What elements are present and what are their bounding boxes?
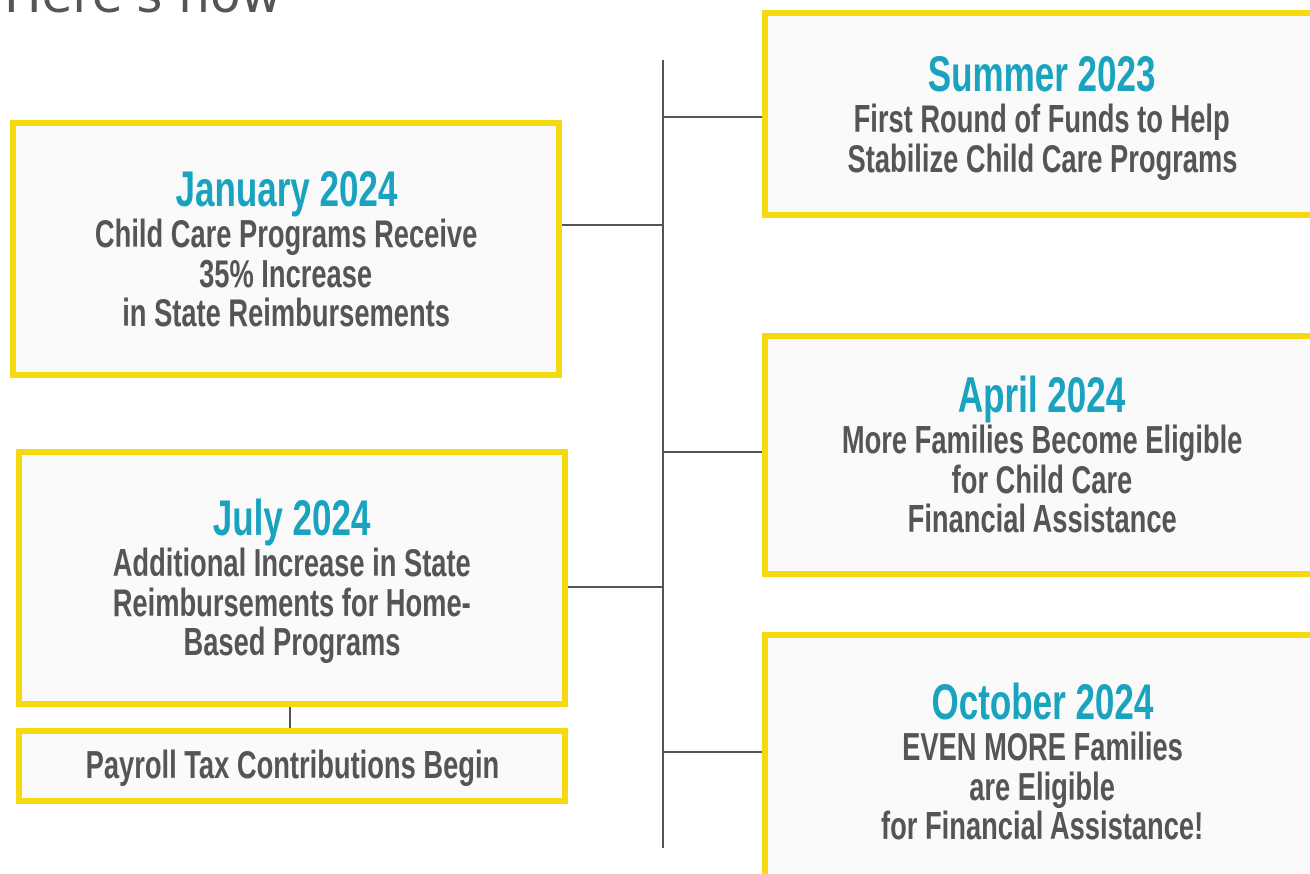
- event-text: in State Reimbursements: [122, 292, 450, 336]
- event-text: for Child Care: [951, 458, 1133, 502]
- title: Here's how: [4, 0, 281, 24]
- connector: [663, 116, 763, 118]
- event-date: January 2024: [175, 160, 397, 217]
- event-box: Summer 2023 First Round of Funds to Help S…: [762, 10, 1310, 218]
- event-date: April 2024: [958, 366, 1126, 423]
- event-box: January 2024 Child Care Programs Receive 3…: [10, 120, 562, 378]
- note-box: Payroll Tax Contributions Begin: [16, 728, 568, 804]
- event-text: Additional Increase in State: [112, 541, 472, 585]
- event-text: EVEN MORE Families: [901, 725, 1183, 769]
- event-text: are Eligible: [969, 765, 1115, 809]
- event-box: July 2024 Additional Increase in State Rei…: [16, 449, 568, 707]
- event-text: First Round of Funds to Help: [853, 97, 1231, 141]
- event-text: More Families Become Eligible: [841, 418, 1243, 462]
- connector: [560, 224, 663, 226]
- event-date: October 2024: [931, 673, 1153, 730]
- connector: [289, 706, 291, 728]
- event-text: Based Programs: [183, 621, 401, 665]
- event-text: Child Care Programs Receive: [94, 212, 478, 256]
- connector: [663, 751, 763, 753]
- note: Payroll Tax Contributions Begin: [85, 744, 499, 788]
- event-text: Reimbursements for Home-: [112, 581, 472, 625]
- event-box: October 2024 EVEN MORE Families are Eligib…: [762, 632, 1310, 874]
- event-text: 35% Increase: [199, 252, 373, 296]
- event-text: Financial Assistance: [907, 498, 1177, 542]
- timeline: [662, 60, 664, 848]
- connector: [663, 451, 763, 453]
- event-date: Summer 2023: [928, 45, 1156, 102]
- event-text: Stabilize Child Care Programs: [847, 137, 1237, 181]
- connector: [566, 586, 663, 588]
- event-text: for Financial Assistance!: [880, 805, 1204, 849]
- event-date: July 2024: [213, 489, 371, 546]
- event-box: April 2024 More Families Become Eligible f…: [762, 333, 1310, 577]
